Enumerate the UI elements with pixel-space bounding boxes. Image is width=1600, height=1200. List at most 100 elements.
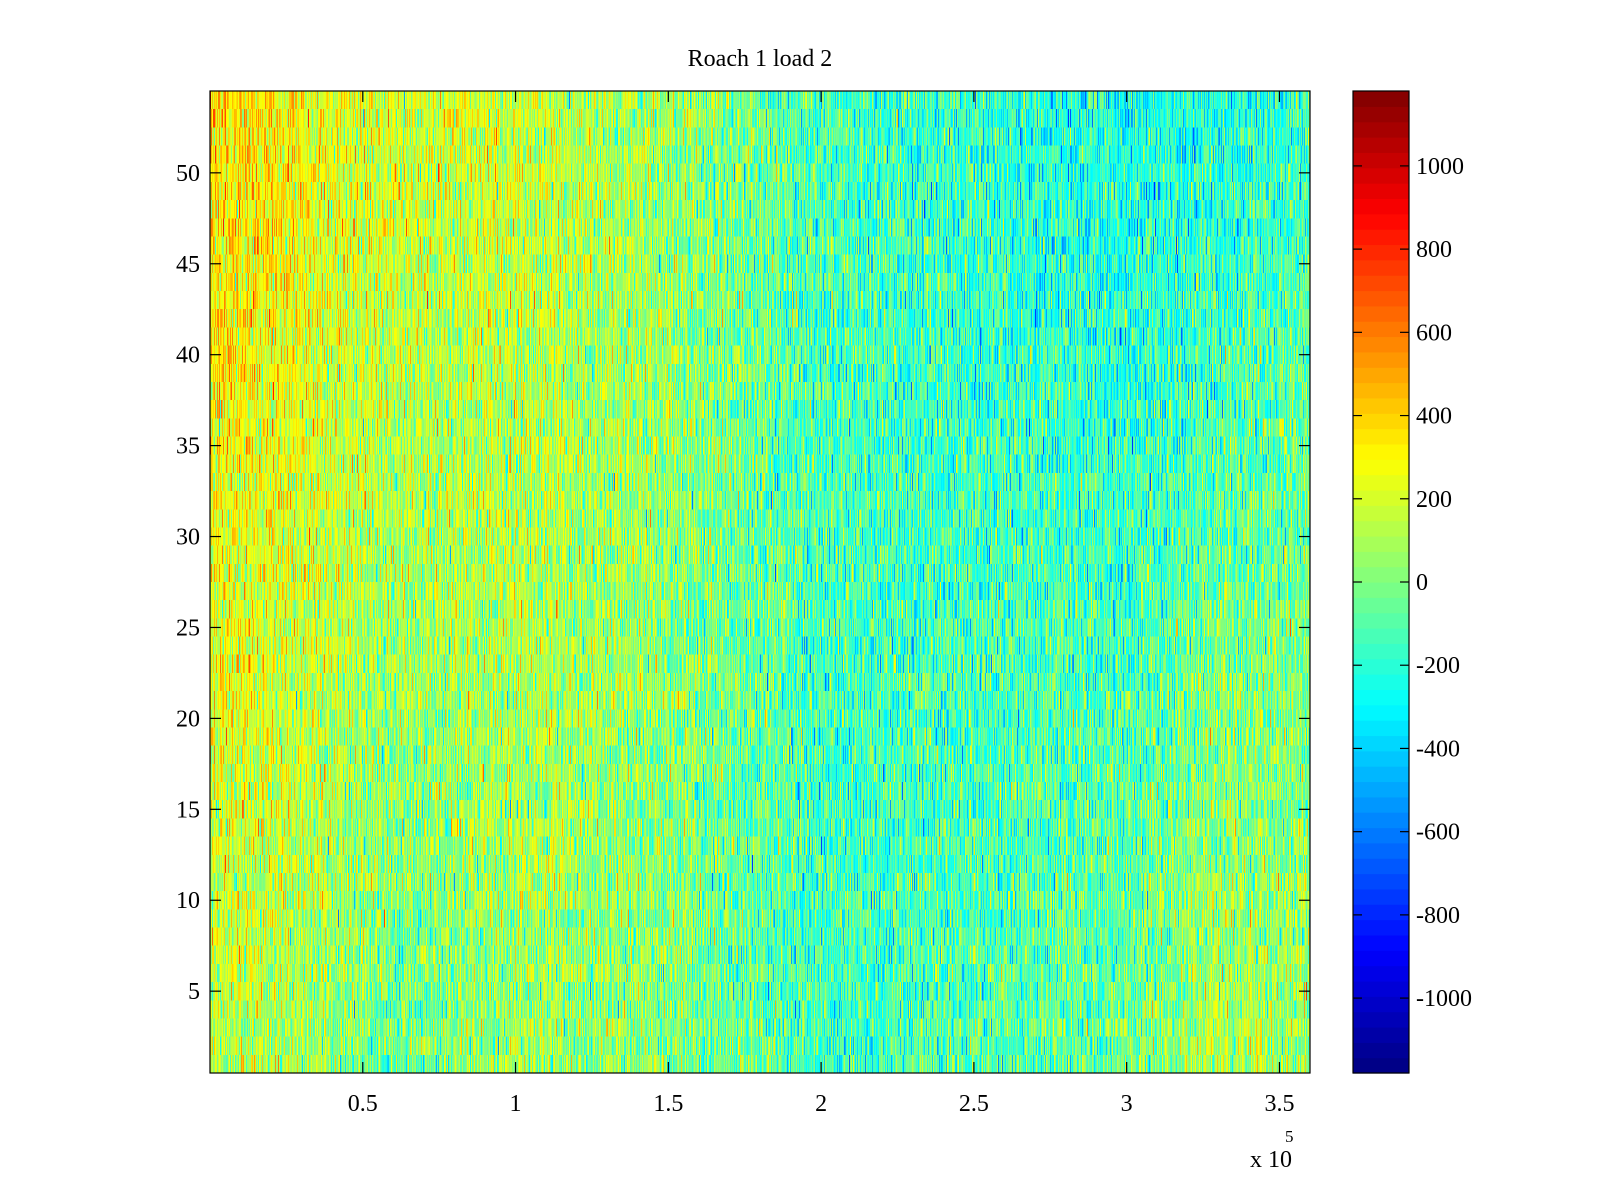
colorbar-band [1353, 397, 1409, 414]
colorbar-band [1353, 1042, 1409, 1059]
colorbar-band [1353, 505, 1409, 522]
x-tick-label: 3.5 [1264, 1091, 1294, 1117]
colorbar-band [1353, 674, 1409, 691]
colorbar-band [1353, 1026, 1409, 1043]
colorbar-band [1353, 720, 1409, 737]
x-tick-label: 3 [1121, 1091, 1133, 1117]
colorbar-tick-label: -200 [1416, 653, 1460, 679]
colorbar-band [1353, 489, 1409, 506]
colorbar-band [1353, 873, 1409, 890]
colorbar: 1000 800 600 400 200 0 -200 -400 -600 -800 -1000 [1352, 90, 1472, 1074]
y-tick-label: 5 [188, 979, 200, 1005]
y-tick-label: 25 [176, 615, 200, 641]
colorbar-band [1353, 229, 1409, 246]
x-tick-label: 2.5 [959, 1091, 989, 1117]
colorbar-band [1353, 827, 1409, 844]
x-tick-label: 0.5 [348, 1091, 378, 1117]
colorbar-band [1353, 750, 1409, 767]
colorbar-band [1353, 367, 1409, 384]
colorbar-band [1353, 643, 1409, 660]
colorbar-band [1353, 275, 1409, 292]
colorbar-band [1353, 950, 1409, 967]
colorbar-band [1353, 612, 1409, 629]
colorbar-band [1353, 597, 1409, 614]
colorbar-tick-label: -600 [1416, 820, 1460, 846]
colorbar-band [1353, 919, 1409, 936]
colorbar-band [1353, 183, 1409, 200]
colorbar-band [1353, 413, 1409, 430]
colorbar-band [1353, 689, 1409, 706]
colorbar-band [1353, 781, 1409, 798]
x-tick-label: 1 [510, 1091, 522, 1117]
y-tick-label: 40 [176, 343, 200, 369]
colorbar-band [1353, 812, 1409, 829]
colorbar-band [1353, 904, 1409, 921]
colorbar-band [1353, 213, 1409, 230]
colorbar-tick-label: 200 [1416, 487, 1452, 513]
colorbar-tick-label: 1000 [1416, 154, 1464, 180]
colorbar-band [1353, 766, 1409, 783]
plot-area [209, 90, 1311, 1074]
colorbar-band [1353, 167, 1409, 184]
colorbar-gradient [1353, 91, 1409, 1074]
colorbar-band [1353, 336, 1409, 353]
colorbar-band [1353, 842, 1409, 859]
colorbar-band [1353, 121, 1409, 138]
x-tick-label: 2 [815, 1091, 827, 1117]
colorbar-band [1353, 290, 1409, 307]
colorbar-band [1353, 628, 1409, 644]
colorbar-band [1353, 198, 1409, 215]
colorbar-band [1353, 351, 1409, 368]
colorbar-band [1353, 888, 1409, 905]
colorbar-band [1353, 244, 1409, 261]
plot-frame [209, 90, 1311, 1074]
colorbar-band [1353, 658, 1409, 675]
y-tick-label: 50 [176, 161, 200, 187]
colorbar-band [1353, 996, 1409, 1013]
x-exponent-label: x 10 5 [1250, 1127, 1294, 1173]
colorbar-band [1353, 106, 1409, 123]
colorbar-tick-label: -1000 [1416, 986, 1472, 1012]
colorbar-band [1353, 965, 1409, 982]
colorbar-band [1353, 980, 1409, 997]
y-tick-label: 45 [176, 252, 200, 278]
colorbar-band [1353, 934, 1409, 951]
y-tick-label: 10 [176, 888, 200, 914]
colorbar-band [1353, 566, 1409, 583]
colorbar-tick-label: 0 [1416, 570, 1428, 596]
y-tick-label: 30 [176, 525, 200, 551]
colorbar-band [1353, 321, 1409, 338]
colorbar-band [1353, 259, 1409, 276]
colorbar-band [1353, 735, 1409, 752]
colorbar-tick-label: 800 [1416, 237, 1452, 263]
colorbar-band [1353, 443, 1409, 460]
x-tick-label: 1.5 [653, 1091, 683, 1117]
colorbar-ticks: 1000 800 600 400 200 0 -200 -400 -600 -800 -1000 [1353, 154, 1472, 1012]
colorbar-band [1353, 305, 1409, 322]
y-tick-label: 35 [176, 434, 200, 460]
x-axis: 0.5 1 1.5 2 2.5 3 3.5 [348, 91, 1294, 1117]
x-exponent-power: 5 [1285, 1127, 1294, 1146]
colorbar-band [1353, 428, 1409, 445]
y-tick-label: 15 [176, 797, 200, 823]
colorbar-tick-label: 600 [1416, 320, 1452, 346]
colorbar-band [1353, 137, 1409, 153]
colorbar-band [1353, 535, 1409, 552]
colorbar-band [1353, 796, 1409, 813]
colorbar-band [1353, 551, 1409, 568]
colorbar-band [1353, 704, 1409, 721]
colorbar-band [1353, 1011, 1409, 1028]
x-exponent-base: x 10 [1250, 1147, 1292, 1173]
colorbar-tick-label: 400 [1416, 404, 1452, 430]
colorbar-band [1353, 474, 1409, 491]
y-axis: 5 10 15 20 25 30 35 40 45 50 [176, 161, 1310, 1005]
chart-title: Roach 1 load 2 [688, 46, 833, 72]
colorbar-band [1353, 91, 1409, 107]
colorbar-band [1353, 1057, 1409, 1074]
colorbar-band [1353, 582, 1409, 598]
colorbar-band [1353, 858, 1409, 875]
colorbar-tick-label: -800 [1416, 903, 1460, 929]
colorbar-band [1353, 152, 1409, 169]
colorbar-tick-label: -400 [1416, 736, 1460, 762]
